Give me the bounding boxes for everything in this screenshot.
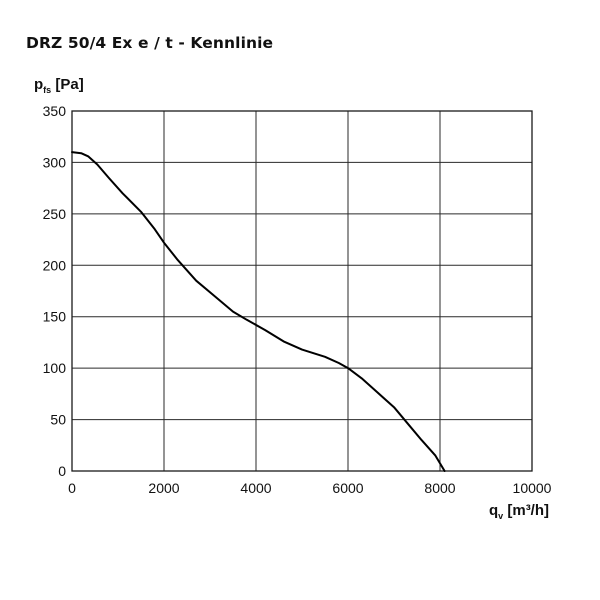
y-tick-label: 200 [43,257,67,273]
x-tick-label: 2000 [148,480,179,496]
y-tick-label: 0 [58,463,66,479]
x-axis-label-main: q [489,502,499,519]
x-axis-label-unit: [m³/h] [507,502,550,519]
x-tick-label: 4000 [240,480,271,496]
x-tick-label: 10000 [513,480,552,496]
y-tick-label: 100 [43,360,67,376]
x-tick-label: 6000 [332,480,363,496]
y-tick-label: 50 [50,412,66,428]
y-tick-label: 300 [43,154,67,170]
grid-lines [72,111,532,471]
y-axis-label-sub: fs [43,85,52,95]
x-tick-label: 0 [68,480,76,496]
x-tick-labels: 0 2000 4000 6000 8000 10000 [68,480,552,496]
y-tick-label: 350 [43,103,67,119]
y-axis-label: pfs [Pa] [34,76,84,95]
fan-curve-line [71,151,446,472]
y-axis-label-main: p [34,76,44,93]
y-tick-label: 150 [43,309,67,325]
chart-title: DRZ 50/4 Ex e / t - Kennlinie [26,34,274,52]
plot-frame [71,110,533,472]
y-axis-label-unit: [Pa] [55,76,84,93]
x-axis-label-sub: v [498,511,504,521]
x-axis-label: qv [m³/h] [489,502,549,521]
x-tick-label: 8000 [424,480,455,496]
y-tick-labels: 0 50 100 150 200 250 300 350 [43,103,67,479]
y-tick-label: 250 [43,206,67,222]
